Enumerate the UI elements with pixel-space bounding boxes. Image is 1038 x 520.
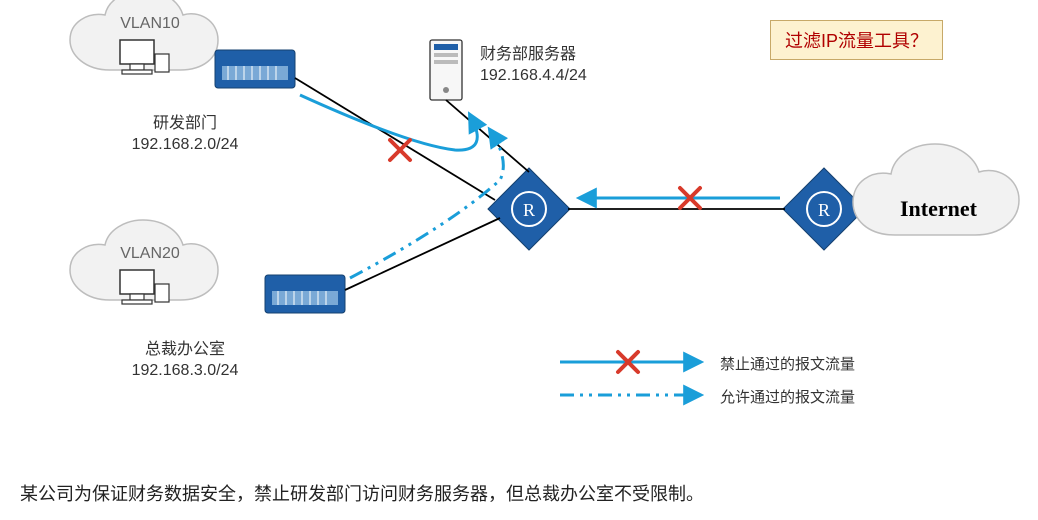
switch-vlan10: [215, 50, 295, 88]
flow-deny-internet: [580, 188, 780, 208]
caption-text: 某公司为保证财务数据安全，禁止研发部门访问财务服务器，但总裁办公室不受限制。: [20, 480, 704, 506]
server-icon: [430, 40, 462, 100]
legend-allow-text: 允许通过的报文流量: [720, 386, 855, 407]
router-edge: R: [783, 168, 865, 250]
vlan20-tag: VLAN20: [120, 245, 180, 262]
vlan10-label: 研发部门 192.168.2.0/24: [100, 114, 270, 156]
internet-label: Internet: [900, 196, 977, 222]
cloud-vlan20: [70, 220, 218, 304]
cloud-vlan10: [70, 0, 218, 74]
legend: [560, 352, 700, 395]
server-label: 财务部服务器 192.168.4.4/24: [480, 45, 650, 87]
router-core: R: [488, 168, 570, 250]
vlan10-tag: VLAN10: [120, 15, 180, 32]
svg-text:R: R: [818, 200, 830, 220]
svg-text:R: R: [523, 200, 535, 220]
flow-allow-vlan20: [350, 130, 503, 278]
legend-deny-text: 禁止通过的报文流量: [720, 353, 855, 374]
vlan20-label: 总裁办公室 192.168.3.0/24: [100, 340, 270, 382]
callout-box: 过滤IP流量工具？: [770, 20, 943, 60]
switch-vlan20: [265, 275, 345, 313]
